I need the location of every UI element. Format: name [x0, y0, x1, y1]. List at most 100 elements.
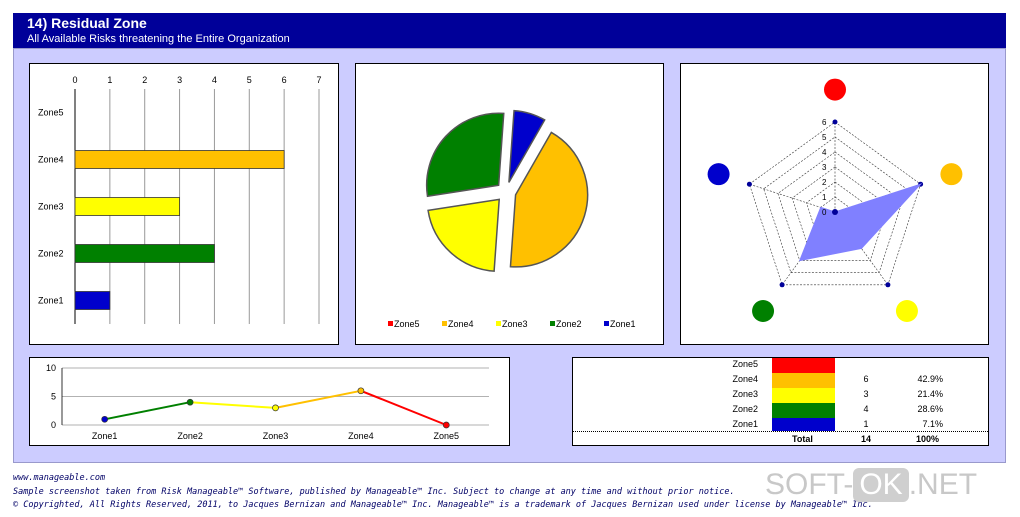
- radar-center-point: [832, 209, 838, 215]
- bar: [74, 291, 111, 310]
- table-count: 1: [863, 419, 869, 429]
- bar-x-tick-label: 5: [247, 75, 252, 85]
- radar-tick-label: 3: [822, 163, 827, 172]
- bar-x-tick-label: 3: [177, 75, 182, 85]
- table-percent: 7.1%: [922, 419, 943, 429]
- table-color-cell: [772, 388, 835, 403]
- pie-slice: [508, 109, 546, 183]
- radar-grid-ring: [820, 196, 850, 225]
- table-zone-label: Zone2: [732, 404, 758, 414]
- bar: [74, 197, 180, 216]
- line-y-tick-label: 5: [51, 392, 56, 402]
- pie-legend-label: Zone4: [448, 319, 474, 329]
- line-chart-panel: 0 5 10 Zone1 Zone2 Zone3 Zone4 Zone5: [29, 357, 510, 446]
- radar-zone-dot: [895, 300, 918, 323]
- line-x-tick-label: Zone2: [177, 431, 203, 441]
- bar: [74, 244, 215, 263]
- pie-slice: [427, 198, 501, 272]
- table-row: Zone5: [573, 358, 988, 373]
- table-color-cell: [772, 358, 835, 373]
- radar-zone-dot: [940, 163, 963, 186]
- bar-chart-panel: 0 1 2 3 4 5 6 7 Zone5 Zone4 Zone3 Zone2 Zone1: [29, 63, 339, 345]
- table-zone-label: Zone4: [732, 374, 758, 384]
- line-series-segment: [104, 401, 191, 421]
- watermark-logo: SOFT- OK .NET: [765, 468, 1020, 517]
- pie-slice: [509, 131, 589, 268]
- line-y-tick-label: 10: [46, 363, 56, 373]
- table-color-cell: [772, 418, 835, 431]
- table-row: Zone4 6 42.9%: [573, 373, 988, 388]
- watermark-left: SOFT-: [765, 468, 854, 501]
- line-series-segment: [190, 401, 276, 409]
- summary-table: Zone5 Zone4 6 42.9% Zone3 3 21.4% Zone2 …: [572, 357, 989, 446]
- table-percent: 21.4%: [917, 389, 943, 399]
- line-point: [186, 398, 194, 406]
- table-color-cell: [772, 403, 835, 418]
- line-x-tick-label: Zone1: [92, 431, 118, 441]
- radar-axis-marker: [832, 119, 838, 125]
- bar-category-label: Zone3: [38, 202, 64, 212]
- pie-legend-swatch: [550, 321, 555, 326]
- radar-axis-marker: [885, 282, 891, 288]
- table-color-cell: [772, 373, 835, 388]
- line-x-tick-label: Zone4: [348, 431, 374, 441]
- line-x-tick-label: Zone5: [434, 431, 460, 441]
- radar-chart: 0 1 2 3 4 5 6: [707, 78, 963, 323]
- pie-legend-label: Zone1: [610, 319, 636, 329]
- watermark-right: .NET: [908, 468, 978, 501]
- report-title: 14) Residual Zone: [27, 15, 147, 31]
- table-total-count: 14: [861, 434, 872, 444]
- watermark-ok: OK: [853, 468, 909, 502]
- pie-chart: Zone5 Zone4 Zone3 Zone2 Zone1: [388, 109, 636, 329]
- pie-legend-swatch: [388, 321, 393, 326]
- footer-url[interactable]: www.manageable.com: [13, 473, 106, 483]
- table-count: 3: [863, 389, 869, 399]
- table-zone-label: Zone3: [732, 389, 758, 399]
- bar-x-tick-label: 0: [72, 75, 77, 85]
- radar-zone-dot: [824, 78, 846, 101]
- table-zone-label: Zone1: [732, 419, 758, 429]
- table-total-row: Total 14 100%: [573, 431, 988, 446]
- pie-legend-swatch: [604, 321, 609, 326]
- table-count: 6: [863, 374, 869, 384]
- line-series-segment: [275, 389, 362, 409]
- radar-tick-label: 5: [822, 133, 827, 142]
- line-y-tick-label: 0: [51, 420, 56, 430]
- pie-slice: [425, 112, 505, 198]
- radar-axis-marker: [779, 282, 785, 288]
- line-point: [442, 421, 450, 429]
- bar-category-label: Zone1: [38, 296, 64, 306]
- radar-zone-dot: [752, 300, 775, 323]
- table-row: Zone1 1 7.1%: [573, 418, 988, 433]
- pie-legend-label: Zone2: [556, 319, 582, 329]
- footer-copyright: © Copyrighted, All Rights Reserved, 2011…: [13, 500, 873, 510]
- table-count: 4: [863, 404, 869, 414]
- bar-x-tick-label: 1: [107, 75, 112, 85]
- radar-chart-panel: 0 1 2 3 4 5 6: [680, 63, 989, 345]
- bar-category-label: Zone5: [38, 108, 64, 118]
- line-point: [357, 387, 365, 395]
- bar-x-tick-label: 6: [282, 75, 287, 85]
- table-percent: 28.6%: [917, 404, 943, 414]
- report-subtitle: All Available Risks threatening the Enti…: [27, 33, 290, 45]
- radar-tick-label: 2: [822, 178, 827, 187]
- bar-category-label: Zone4: [38, 155, 64, 165]
- radar-data-area: [798, 183, 923, 262]
- footer-disclaimer: Sample screenshot taken from Risk Manage…: [13, 487, 735, 497]
- radar-tick-label: 6: [822, 118, 827, 127]
- pie-legend-swatch: [442, 321, 447, 326]
- line-point: [272, 404, 279, 412]
- bar: [74, 150, 285, 169]
- pie-legend-label: Zone3: [502, 319, 528, 329]
- pie-legend-label: Zone5: [394, 319, 420, 329]
- report-header: 14) Residual Zone All Available Risks th…: [13, 13, 1006, 48]
- radar-axis-marker: [746, 181, 752, 187]
- pie-chart-panel: Zone5 Zone4 Zone3 Zone2 Zone1: [355, 63, 664, 345]
- table-zone-label: Zone5: [732, 359, 758, 369]
- radar-grid-ring: [777, 151, 893, 261]
- radar-tick-label: 4: [822, 148, 827, 157]
- radar-tick-label: 0: [822, 208, 827, 217]
- table-percent: 42.9%: [917, 374, 943, 384]
- bar-x-tick-label: 7: [316, 75, 321, 85]
- line-point: [101, 415, 109, 423]
